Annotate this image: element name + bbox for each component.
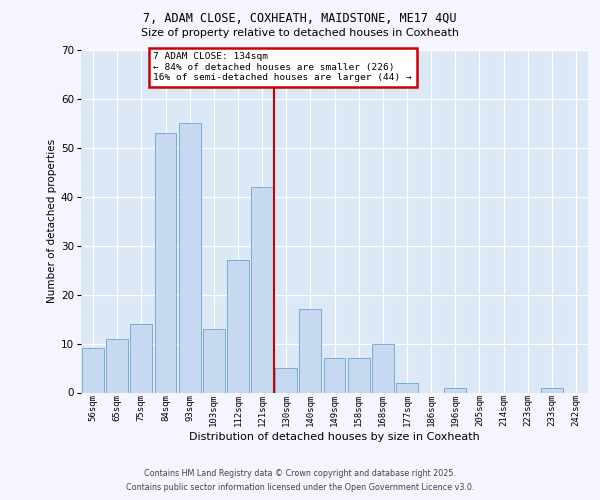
Text: Size of property relative to detached houses in Coxheath: Size of property relative to detached ho… xyxy=(141,28,459,38)
Bar xyxy=(130,324,152,392)
Bar xyxy=(348,358,370,392)
Bar xyxy=(323,358,346,392)
X-axis label: Distribution of detached houses by size in Coxheath: Distribution of detached houses by size … xyxy=(189,432,480,442)
Bar xyxy=(299,310,321,392)
Bar xyxy=(82,348,104,393)
Y-axis label: Number of detached properties: Number of detached properties xyxy=(47,139,57,304)
Bar xyxy=(541,388,563,392)
Bar xyxy=(179,124,200,392)
Bar xyxy=(106,338,128,392)
Bar xyxy=(251,187,273,392)
Bar xyxy=(445,388,466,392)
Bar xyxy=(275,368,297,392)
Bar xyxy=(203,329,224,392)
Bar xyxy=(372,344,394,392)
Bar xyxy=(396,382,418,392)
Text: Contains HM Land Registry data © Crown copyright and database right 2025.
Contai: Contains HM Land Registry data © Crown c… xyxy=(126,470,474,492)
Bar xyxy=(155,133,176,392)
Bar xyxy=(227,260,249,392)
Text: 7, ADAM CLOSE, COXHEATH, MAIDSTONE, ME17 4QU: 7, ADAM CLOSE, COXHEATH, MAIDSTONE, ME17… xyxy=(143,12,457,25)
Text: 7 ADAM CLOSE: 134sqm
← 84% of detached houses are smaller (226)
16% of semi-deta: 7 ADAM CLOSE: 134sqm ← 84% of detached h… xyxy=(154,52,412,82)
